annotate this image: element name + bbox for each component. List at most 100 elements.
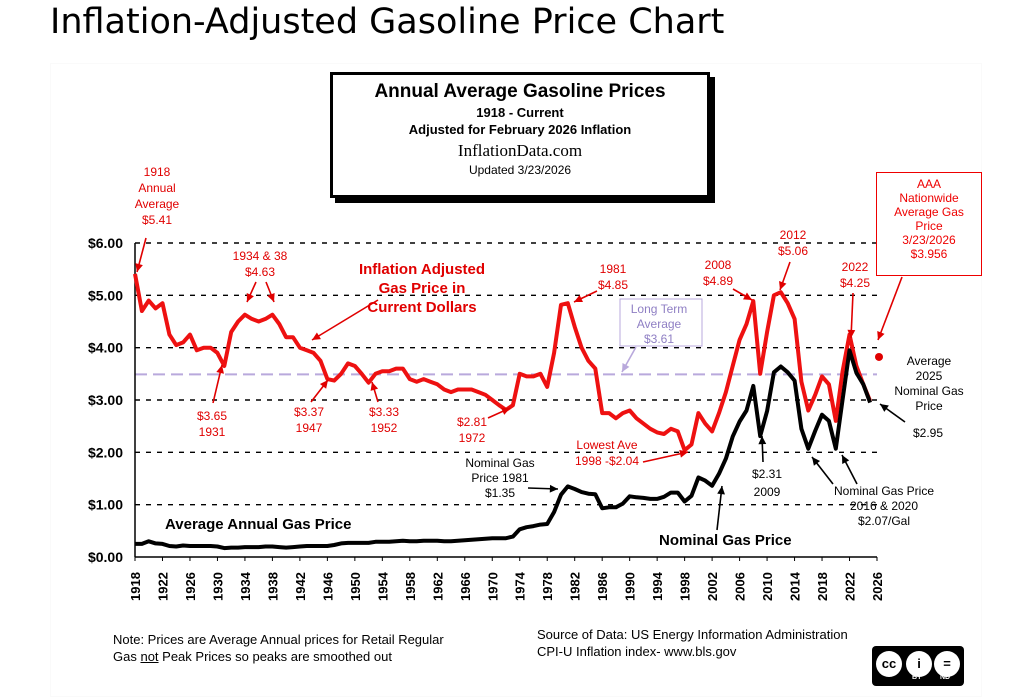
x-tick-label: 1970 (485, 572, 500, 601)
footnote-rest: Peak Prices so peaks are smoothed out (158, 649, 392, 664)
x-tick-label: 2022 (843, 572, 858, 601)
x-tick-label: 2006 (733, 572, 748, 601)
page-title: Inflation-Adjusted Gasoline Price Chart (50, 2, 725, 42)
average-annual-label: Average Annual Gas Price (165, 516, 351, 533)
x-tick-label: 1958 (403, 572, 418, 601)
annotation-2008-arrow-head (743, 292, 752, 300)
aaa-arrow-head (877, 331, 885, 340)
footnote-line-2: Gas not Peak Prices so peaks are smoothe… (113, 648, 444, 665)
annotation-2016-2020: Nominal Gas Price (834, 484, 934, 498)
long-term-average-label: Average (637, 317, 682, 331)
annotation-1918: $5.41 (142, 213, 172, 227)
y-tick-label: $6.00 (88, 235, 123, 251)
y-tick-label: $0.00 (88, 549, 123, 565)
x-tick-label: 1978 (540, 572, 555, 601)
annotation-1934-arrow-a-head (246, 293, 254, 302)
annotation-1952: $3.33 (369, 405, 399, 419)
annotation-2022: $4.25 (840, 276, 870, 290)
annotation-2016-2020: $2.07/Gal (858, 514, 910, 528)
annotation-1918: 1918 (144, 165, 171, 179)
x-tick-label: 1962 (430, 572, 445, 601)
x-tick-label: 1954 (375, 571, 390, 601)
annotation-1918: Average (135, 197, 180, 211)
annotation-1972: 1972 (459, 431, 486, 445)
annotation-1931: $3.65 (197, 409, 227, 423)
annotation-1934: $4.63 (245, 265, 275, 279)
annotation-1947: $3.37 (294, 405, 324, 419)
cc-license-badge[interactable]: cc i = BY ND (872, 646, 964, 686)
annotation-2025-nominal: Price (915, 399, 943, 413)
y-tick-label: $3.00 (88, 392, 123, 408)
cc-icon: cc (876, 651, 902, 677)
long-term-average-label: Long Term (631, 302, 687, 316)
chart-title-box: Annual Average Gasoline Prices 1918 - Cu… (330, 72, 710, 198)
annotation-1947: 1947 (296, 421, 323, 435)
x-tick-label: 2018 (815, 572, 830, 601)
annotation-2025-nominal: Nominal Gas (894, 384, 963, 398)
long-term-average-box (619, 298, 703, 347)
annotation-1934-arrow-b-head (267, 293, 275, 302)
annotation-1918: Annual (138, 181, 175, 195)
annotation-2009-arrow-head (758, 436, 767, 445)
x-tick-label: 1966 (458, 572, 473, 601)
annotation-1952: 1952 (371, 421, 398, 435)
y-tick-label: $5.00 (88, 287, 123, 303)
by-label: BY (912, 674, 922, 681)
aaa-line: AAA (916, 177, 941, 191)
nominal-series-label: Nominal Gas Price (659, 532, 792, 549)
aaa-line: Average Gas (894, 205, 964, 219)
source-line-2: CPI-U Inflation index- www.bls.gov (537, 644, 737, 659)
annotation-nominal-1981: Price 1981 (471, 471, 529, 485)
footnote: Note: Prices are Average Annual prices f… (113, 631, 444, 665)
x-tick-label: 2014 (788, 571, 803, 601)
label-layer: Inflation Adjusted Gas Price in Current Do… (135, 165, 964, 549)
adjusted-series-label: Inflation Adjusted (359, 261, 485, 278)
axis-layer: $0.00 $1.00 $2.00 $3.00 $4.00 $5.00 $6.00 1918 1… (88, 235, 885, 601)
x-tick-label: 2026 (870, 572, 885, 601)
annotation-2020-arrow-head (842, 455, 850, 464)
x-tick-label: 1934 (238, 571, 253, 601)
by-icon: i (906, 651, 932, 677)
data-source: Source of Data: US Energy Information Ad… (537, 626, 848, 660)
x-tick-label: 1930 (210, 572, 225, 601)
x-tick-label: 1994 (650, 571, 665, 601)
aaa-line: 3/23/2026 (902, 233, 956, 247)
annotation-1931: 1931 (199, 425, 226, 439)
long-term-average-arrow-head (622, 363, 630, 372)
x-tick-label: 1926 (183, 572, 198, 601)
annotation-lowest: 1998 -$2.04 (575, 454, 639, 468)
annotation-2008: 2008 (705, 258, 732, 272)
x-tick-label: 1982 (568, 572, 583, 601)
x-tick-label: 2010 (760, 572, 775, 601)
annotation-1931-arrow-head (216, 365, 224, 374)
annotation-1981: $4.85 (598, 278, 628, 292)
chart-subtitle-years: 1918 - Current (476, 105, 564, 120)
annotation-2016-arrow-head (812, 457, 821, 466)
annotation-2009: $2.31 (752, 467, 782, 481)
annotation-nominal-1981: $1.35 (485, 486, 515, 500)
footnote-not: not (140, 649, 159, 664)
annotation-2022-arrow-head (847, 329, 856, 338)
annotation-2025-value: $2.95 (913, 426, 943, 440)
x-tick-label: 1918 (128, 572, 143, 601)
nd-icon: = (934, 651, 960, 677)
annotation-1934: 1934 & 38 (233, 249, 288, 263)
x-tick-label: 1922 (155, 572, 170, 601)
nominal-price-line (135, 348, 872, 551)
annotation-2012: $5.06 (778, 244, 808, 258)
aaa-line: Nationwide (899, 191, 959, 205)
chart-source-site: InflationData.com (457, 141, 583, 160)
x-tick-label: 1990 (623, 572, 638, 601)
x-tick-label: 1974 (513, 571, 528, 601)
footnote-line-1: Note: Prices are Average Annual prices f… (113, 632, 444, 647)
x-tick-label: 1942 (293, 572, 308, 601)
adjusted-series-label: Gas Price in (379, 280, 466, 297)
annotation-2009: 2009 (754, 485, 781, 499)
annotation-2012-arrow-head (779, 281, 787, 290)
annotation-nominal-1981: Nominal Gas (465, 456, 534, 470)
annotation-lowest-arrow-head (679, 449, 688, 458)
footnote-gas: Gas (113, 649, 141, 664)
x-tick-label: 2002 (705, 572, 720, 601)
annotation-2016-2020: 2016 & 2020 (850, 499, 918, 513)
